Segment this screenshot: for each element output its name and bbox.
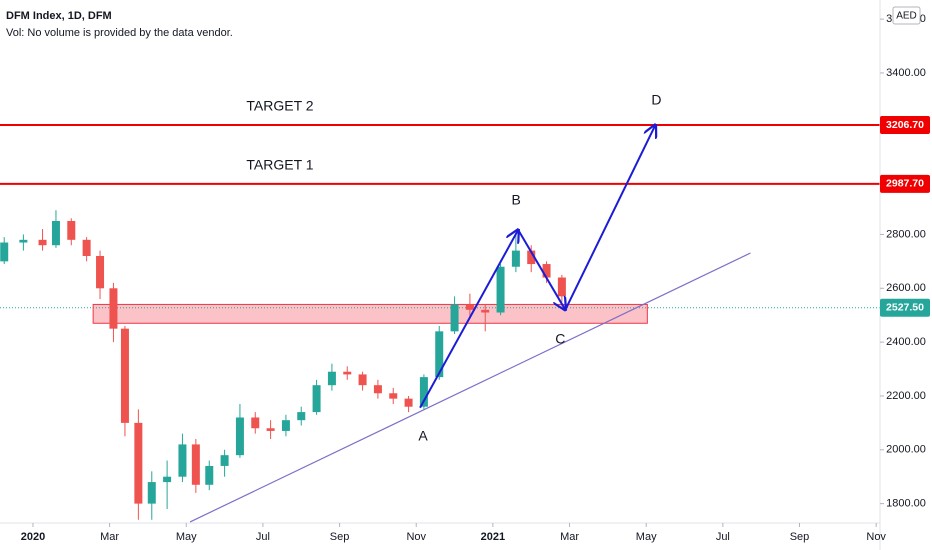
candle-body (542, 264, 551, 278)
candle-body (465, 304, 474, 310)
candle-body (327, 371, 336, 386)
x-tick-label: Nov (866, 531, 886, 543)
candle-body (178, 444, 187, 477)
candle-body (419, 377, 428, 407)
currency-box (892, 6, 921, 25)
x-tick-label: 2020 (21, 531, 45, 543)
price-tag-label: 2987.70 (886, 178, 924, 190)
wave-segment (419, 230, 518, 409)
candle-body (281, 420, 290, 431)
candle-body (343, 371, 352, 375)
candle-body (527, 250, 536, 265)
candle-body (358, 374, 367, 386)
x-tick-label: Jul (716, 531, 730, 543)
price-tag (880, 174, 930, 193)
trend-line (189, 252, 751, 523)
candle-body (109, 288, 118, 329)
candle-body (220, 455, 229, 466)
last-price-tag (880, 298, 930, 317)
x-tick-label: Mar (100, 531, 119, 543)
last-price-label: 2527.50 (886, 302, 924, 314)
price-tag (880, 115, 930, 134)
chart-subtitle: Vol: No volume is provided by the data v… (6, 27, 233, 39)
candle-body (235, 417, 244, 456)
candle-body (450, 304, 459, 332)
candle-body (511, 250, 520, 267)
x-tick-label: Sep (330, 531, 350, 543)
y-tick-label: 2200.00 (886, 390, 926, 402)
price-tag-label: 3206.70 (886, 119, 924, 131)
candle-body (96, 255, 105, 289)
wave-label: C (555, 331, 565, 347)
candle-body (120, 328, 129, 423)
x-tick-label: May (636, 531, 657, 543)
candle-body (51, 220, 60, 246)
target-name: TARGET 1 (246, 157, 313, 173)
candle-body (297, 412, 306, 421)
wave-label: A (418, 427, 428, 443)
y-tick-label: 2000.00 (886, 444, 926, 456)
candle-body (163, 476, 172, 483)
y-tick-label: 3400.00 (886, 67, 926, 79)
x-tick-label: May (176, 531, 197, 543)
wave-label: B (512, 192, 521, 208)
y-tick-label: 2600.00 (886, 282, 926, 294)
chart-title: DFM Index, 1D, DFM (6, 10, 112, 22)
wave-segment (517, 229, 565, 310)
candle-body (38, 239, 47, 246)
candle-body (481, 309, 490, 313)
candle-body (67, 220, 76, 240)
y-tick-label: 2400.00 (886, 336, 926, 348)
candle-body (134, 422, 143, 504)
candle-body (373, 385, 382, 394)
candle-body (312, 385, 321, 413)
candle-body (251, 417, 260, 429)
candle-body (82, 239, 91, 256)
x-tick-label: Sep (790, 531, 810, 543)
wave-segment (564, 125, 655, 311)
candle-body (147, 482, 156, 504)
currency-label: AED (896, 11, 917, 22)
x-tick-label: Jul (256, 531, 270, 543)
candle-body (435, 331, 444, 378)
target-name: TARGET 2 (246, 98, 313, 114)
support-zone (92, 303, 648, 324)
candle-body (557, 277, 566, 297)
candle-body (404, 398, 413, 407)
y-tick-label: 2800.00 (886, 228, 926, 240)
y-tick-label: 1800.00 (886, 498, 926, 510)
candle-body (0, 242, 9, 262)
candle-body (389, 393, 398, 399)
x-tick-label: Nov (406, 531, 426, 543)
wave-label: D (651, 92, 661, 108)
plot-area (0, 125, 880, 523)
x-tick-label: 2021 (481, 531, 505, 543)
x-tick-label: Mar (560, 531, 579, 543)
candle-body (496, 266, 505, 313)
candle-body (266, 428, 275, 431)
candle-body (19, 239, 28, 243)
candle-body (205, 465, 214, 485)
candle-body (191, 444, 200, 485)
